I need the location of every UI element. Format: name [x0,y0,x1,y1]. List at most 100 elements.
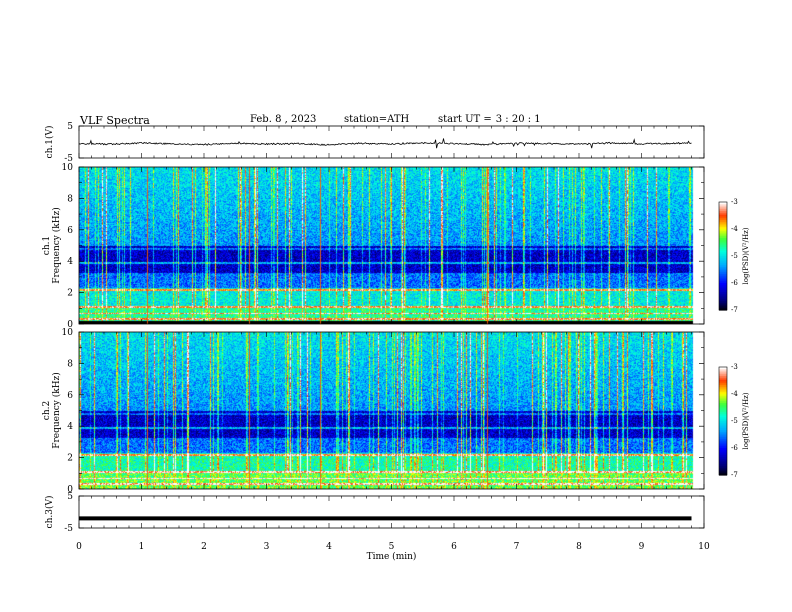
x-tick-label: 9 [639,542,645,552]
colorbar-step [719,408,727,411]
colorbar-step [719,295,727,298]
y-tick-label: -5 [64,524,73,534]
y-tick-label: 6 [67,391,73,401]
ch3-ylabel: ch.3(V) [44,496,55,529]
station-value: ATH [387,114,410,125]
colorbar-step [719,390,727,393]
colorbar-step [719,229,727,232]
y-tick-label: 2 [67,289,73,299]
colorbar-step [719,433,727,436]
colorbar-frame [718,201,728,311]
colorbar-step [719,455,727,458]
colorbar-step [719,428,727,431]
ch1-spectrogram [79,167,704,324]
colorbar-step [719,370,727,373]
colorbar-step [719,254,727,257]
colorbar-tick-label: -7 [731,306,738,314]
colorbar-step [719,453,727,456]
colorbar-step [719,252,727,255]
colorbar-step [719,301,727,304]
colorbar-label: log(PSD)(V²/Hz) [742,392,750,449]
colorbar-step [719,268,727,271]
colorbar-step [719,225,727,228]
colorbar-step [719,247,727,250]
colorbar-step [719,275,727,279]
colorbar-step [719,221,727,225]
ch2-spectrogram [79,332,704,489]
colorbar-step [719,218,727,221]
colorbar-step [719,223,727,226]
colorbar-step [719,415,727,418]
colorbar-step [719,460,727,463]
y-tick-label: 10 [62,328,74,338]
start-time-label: start UT = [438,114,492,125]
y-tick-label: 2 [67,454,73,464]
colorbar-step [719,437,727,440]
station-field: station=ATH [344,114,409,125]
colorbar-step [719,374,727,377]
colorbar-step [719,406,727,409]
date-label: Feb. 8 , 2023 [250,114,317,125]
colorbar-step [719,250,727,253]
colorbar-step [719,386,727,390]
colorbar-step [719,306,727,309]
colorbar-step [719,220,727,223]
colorbar-step [719,403,727,406]
colorbar-step [719,404,727,408]
colorbar-step [719,270,727,273]
x-tick-label: 8 [576,542,582,552]
y-tick-label: 5 [67,122,73,132]
colorbar-step [719,283,727,286]
colorbar-frame [718,366,728,476]
colorbar-step [719,367,727,370]
colorbar-step [719,234,727,237]
x-tick-label: 7 [514,542,520,552]
ch2-frequency-ylabel-units: Frequency (kHz) [51,372,62,449]
x-tick-label: 10 [698,542,710,552]
colorbar-step [719,232,727,235]
colorbar-step [719,376,727,379]
colorbar-step [719,203,727,207]
colorbar-tick-label: -6 [731,279,738,287]
colorbar-step [719,227,727,230]
colorbar-step [719,279,727,282]
colorbar-step [719,413,727,417]
colorbar-step [719,256,727,259]
y-tick-label: 10 [62,163,74,173]
station-label: station= [344,114,388,125]
colorbar-step [719,261,727,264]
colorbar-step [719,410,727,413]
colorbar-step [719,245,727,248]
colorbar-step [719,444,727,447]
colorbar-step [719,286,727,289]
colorbar-step [719,412,727,415]
colorbar-step [719,248,727,252]
colorbar-step [719,395,727,399]
colorbar-tick-label: -3 [731,363,738,371]
start-time-field: start UT = 3 : 20 : 1 [438,114,541,125]
colorbar-step [719,284,727,288]
colorbar-step [719,473,727,476]
figure-title: VLF Spectra [80,114,150,127]
y-tick-label: 4 [67,422,73,432]
ch1-colorbar: -3 -4 -5 -6 -7 log(PSD)(V²/Hz) [718,198,750,314]
colorbar-step [719,381,727,384]
colorbar-tick-label: -4 [731,225,738,233]
colorbar-step [719,440,727,444]
colorbar-step [719,458,727,462]
colorbar-step [719,430,727,433]
colorbar-step [719,288,727,291]
colorbar-step [719,272,727,275]
colorbar-step [719,202,727,205]
ch1-voltage-trace [78,138,692,149]
x-tick-label: 3 [264,542,270,552]
start-time-value: 3 : 20 : 1 [495,114,541,125]
colorbar-step [719,421,727,424]
colorbar-step [719,299,727,302]
colorbar-step [719,257,727,261]
colorbar-step [719,259,727,262]
colorbar-tick-label: -6 [731,444,738,452]
colorbar-step [719,397,727,400]
colorbar-tick-label: -4 [731,390,738,398]
